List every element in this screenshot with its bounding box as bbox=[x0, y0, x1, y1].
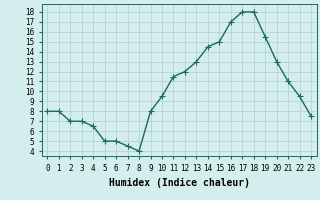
X-axis label: Humidex (Indice chaleur): Humidex (Indice chaleur) bbox=[109, 178, 250, 188]
